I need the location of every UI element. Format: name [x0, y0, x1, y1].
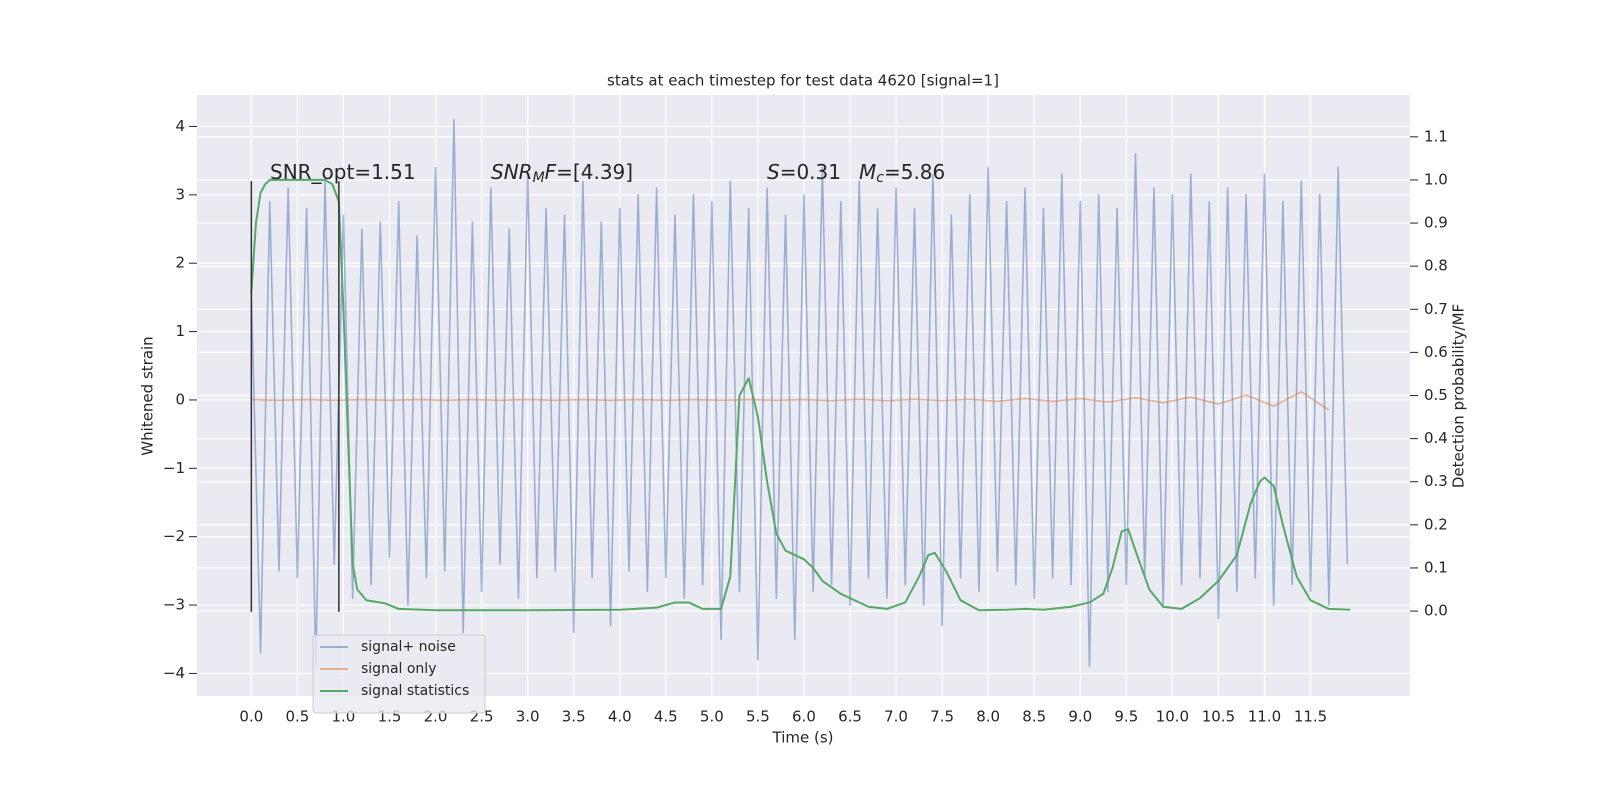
x-tick-label: 3.0	[516, 708, 540, 726]
x-tick-label: 0.0	[239, 708, 263, 726]
y-tick-label: 3	[175, 185, 185, 203]
series-line	[251, 390, 1330, 411]
x-tick-label: 3.5	[562, 708, 586, 726]
y2-tick-label: 1.0	[1424, 170, 1448, 188]
legend-box	[312, 634, 486, 714]
annotation: S=0.31	[767, 160, 841, 184]
series-line	[250, 178, 1351, 612]
y2-tick-label: 1.1	[1424, 127, 1448, 145]
y2-tick-label: 0.8	[1424, 257, 1448, 275]
x-tick-label: 10.5	[1202, 708, 1235, 726]
x-tick-label: 11.5	[1294, 708, 1327, 726]
y-tick-label: −4	[163, 664, 185, 682]
x-tick-label: 9.0	[1068, 708, 1092, 726]
y-tick-label: −3	[163, 596, 185, 614]
y2-tick-label: 0.9	[1424, 214, 1448, 232]
x-tick-label: 8.5	[1022, 708, 1046, 726]
legend-label: signal only	[361, 661, 436, 677]
annotation-part: M	[533, 170, 545, 186]
x-tick-label: 9.5	[1114, 708, 1138, 726]
x-tick-label: 5.0	[700, 708, 724, 726]
annotation: SNRMF=[4.39]	[491, 160, 633, 187]
x-tick-label: 8.0	[976, 708, 1000, 726]
x-tick-label: 4.0	[608, 708, 632, 726]
x-tick-label: 5.5	[746, 708, 770, 726]
y2-tick-label: 0.2	[1424, 515, 1448, 533]
x-tick-label: 11.0	[1248, 708, 1281, 726]
x-tick-label: 10.0	[1156, 708, 1189, 726]
y-tick-label: 2	[175, 254, 185, 272]
y2-tick-label: 0.1	[1424, 558, 1448, 576]
x-tick-label: 7.5	[930, 708, 954, 726]
y2-tick-label: 0.7	[1424, 300, 1448, 318]
y-axis-label: Whitened strain	[139, 336, 157, 455]
chart-title: stats at each timestep for test data 462…	[607, 72, 999, 90]
x-tick-label: 6.5	[838, 708, 862, 726]
x-tick-label: 7.0	[884, 708, 908, 726]
annotation-part: F	[545, 160, 557, 184]
y-tick-label: −2	[163, 527, 185, 545]
x-tick-label: 0.5	[285, 708, 309, 726]
annotation-part: =5.86	[884, 160, 945, 184]
annotation-part: M	[859, 160, 876, 184]
series-line	[250, 118, 1349, 668]
annotation: Mc=5.86	[859, 160, 945, 187]
annotation-part: c	[876, 170, 884, 186]
y-tick-label: −1	[163, 459, 185, 477]
annotation: SNR_opt=1.51	[270, 160, 416, 184]
annotation-part: SNR_opt=1.51	[270, 160, 416, 184]
annotation-part: =[4.39]	[556, 160, 633, 184]
legend-label: signal statistics	[361, 683, 469, 699]
y-tick-label: 0	[175, 390, 185, 408]
legend: signal+ noise signal only signal statistic…	[312, 634, 486, 714]
y2-tick-label: 0.5	[1424, 386, 1448, 404]
annotation-part: S	[767, 160, 780, 184]
annotation-part: =0.31	[780, 160, 841, 184]
y2-axis-label: Detection probability/MF	[1450, 304, 1468, 488]
x-tick-label: 4.5	[654, 708, 678, 726]
y2-tick-label: 0.4	[1424, 429, 1448, 447]
y2-tick-label: 0.6	[1424, 343, 1448, 361]
x-tick-label: 6.0	[792, 708, 816, 726]
y2-tick-label: 0.3	[1424, 472, 1448, 490]
y-tick-label: 4	[175, 117, 185, 135]
y-tick-label: 1	[175, 322, 185, 340]
legend-label: signal+ noise	[361, 639, 456, 655]
annotation-part: SNR	[491, 160, 533, 184]
y2-tick-label: 0.0	[1424, 602, 1448, 620]
x-axis-label: Time (s)	[772, 729, 834, 747]
